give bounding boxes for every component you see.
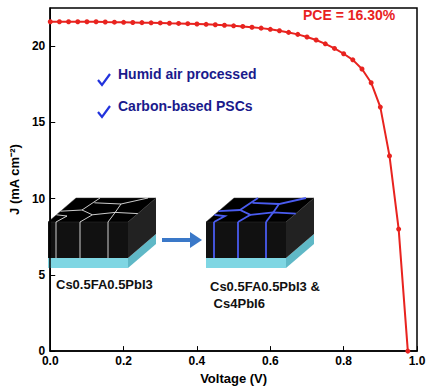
svg-text:0: 0 [38,344,46,359]
svg-text:0.6: 0.6 [262,354,279,368]
svg-text:5: 5 [39,268,46,282]
svg-text:Cs0.5FA0.5PbI3: Cs0.5FA0.5PbI3 [56,277,153,292]
svg-text:10: 10 [32,192,46,206]
svg-text:J (mA cm⁻²): J (mA cm⁻²) [7,144,22,215]
svg-text:15: 15 [32,115,46,129]
svg-text:Voltage (V): Voltage (V) [200,371,267,386]
svg-text:Cs4PbI6: Cs4PbI6 [210,296,265,311]
svg-text:0.8: 0.8 [335,354,352,368]
svg-text:Carbon-based PSCs: Carbon-based PSCs [118,98,253,114]
svg-text:PCE = 16.30%: PCE = 16.30% [303,7,396,23]
svg-text:0.2: 0.2 [115,354,132,368]
svg-text:Humid air processed: Humid air processed [118,66,257,82]
svg-text:1.0: 1.0 [409,354,426,368]
svg-text:Cs0.5FA0.5PbI3 &: Cs0.5FA0.5PbI3 & [210,279,320,294]
svg-text:20: 20 [32,39,46,53]
svg-text:0.4: 0.4 [189,354,206,368]
svg-text:0.0: 0.0 [42,354,59,368]
